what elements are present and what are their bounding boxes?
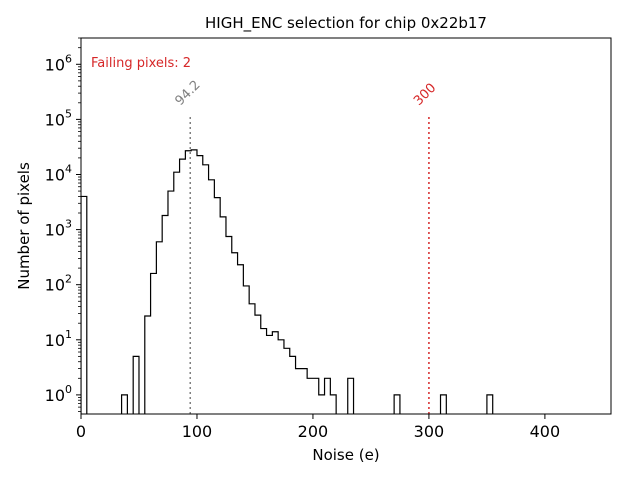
failing-pixels-annotation: Failing pixels: 2: [91, 56, 191, 71]
chart-title: HIGH_ENC selection for chip 0x22b17: [205, 14, 487, 33]
histogram-outline: [81, 149, 494, 414]
y-tick-label: 105: [45, 107, 72, 129]
median-label: 94.2: [172, 78, 203, 109]
y-tick-label: 106: [45, 52, 72, 74]
threshold-label: 300: [411, 81, 439, 109]
y-tick-label: 104: [45, 162, 72, 184]
plot-frame: [80, 37, 612, 415]
x-axis-label: Noise (e): [312, 446, 379, 464]
x-tick-label: 300: [414, 422, 445, 441]
y-tick-label: 100: [45, 383, 72, 405]
y-axis-label: Number of pixels: [15, 162, 33, 290]
x-tick-label: 100: [182, 422, 213, 441]
x-tick-label: 400: [530, 422, 561, 441]
y-tick-label: 101: [45, 328, 72, 350]
y-tick-label: 102: [45, 273, 72, 295]
x-tick-label: 0: [76, 422, 86, 441]
x-tick-label: 200: [298, 422, 329, 441]
y-tick-label: 103: [45, 218, 72, 240]
